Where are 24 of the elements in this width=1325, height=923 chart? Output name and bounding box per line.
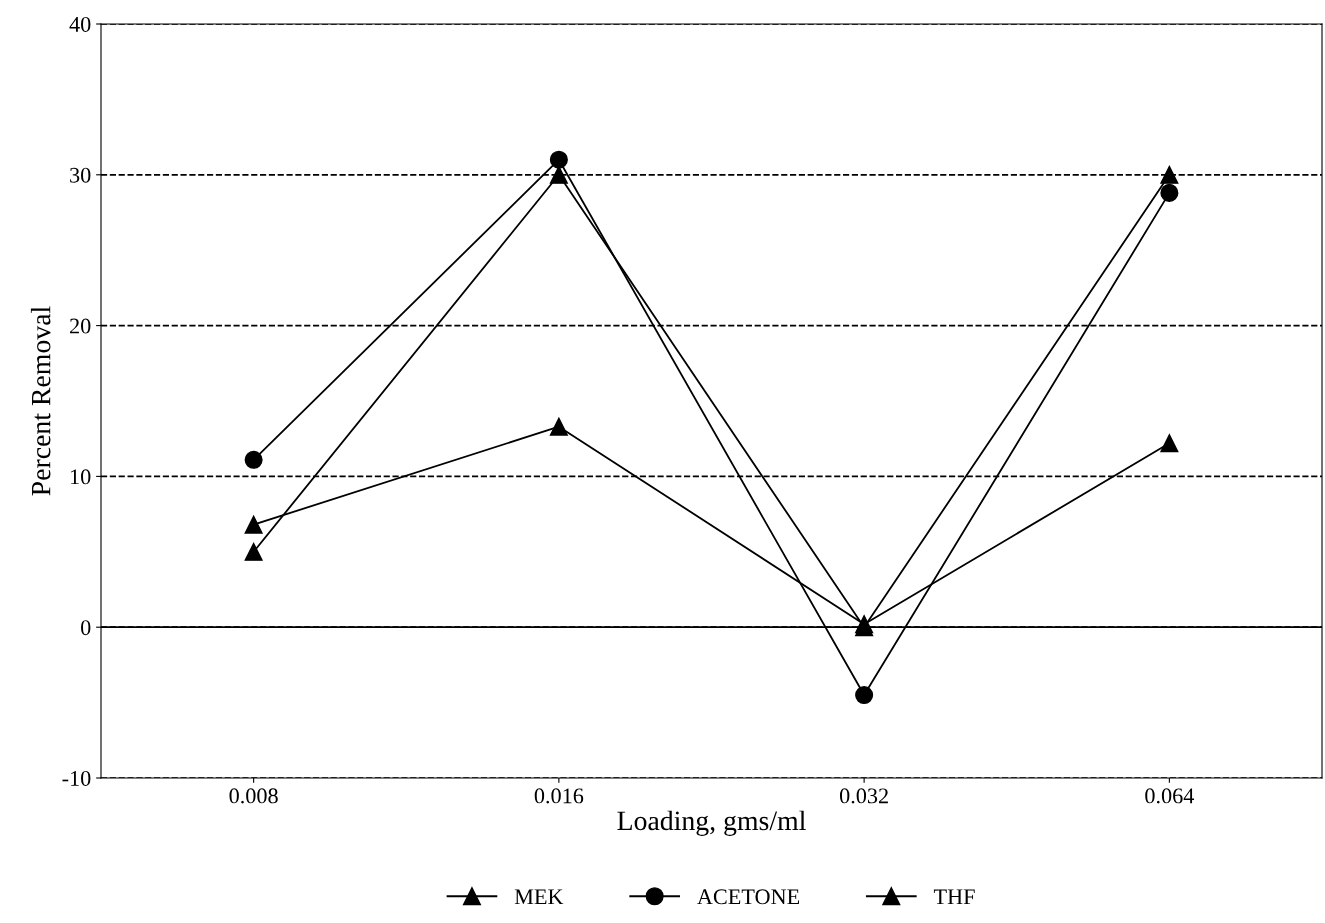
y-tick-label: 40 xyxy=(69,16,91,32)
point xyxy=(549,417,568,436)
point xyxy=(244,450,263,469)
x-tick-label: 0.008 xyxy=(229,788,278,804)
point xyxy=(244,515,263,534)
point xyxy=(244,542,263,561)
legend-label: MEK xyxy=(514,889,564,905)
point xyxy=(549,150,568,169)
y-tick-label: 20 xyxy=(70,318,91,334)
x-tick-label: 0.064 xyxy=(1145,788,1195,804)
y-tick-label: 0 xyxy=(81,620,91,636)
point xyxy=(1160,165,1179,184)
x-tick-label: 0.032 xyxy=(839,788,888,804)
point xyxy=(1160,434,1179,453)
legend-label: THF xyxy=(933,889,975,905)
y-tick-label: -10 xyxy=(62,770,91,786)
y-tick-label: 30 xyxy=(70,167,91,183)
legend-label: ACETONE xyxy=(697,889,800,905)
x-axis-title: Loading, gms/ml xyxy=(617,810,806,836)
point xyxy=(1160,183,1179,202)
y-tick-label: 10 xyxy=(71,469,91,485)
y-axis-title: Percent Removal xyxy=(30,306,51,496)
point xyxy=(855,686,874,705)
x-tick-label: 0.016 xyxy=(534,788,584,804)
